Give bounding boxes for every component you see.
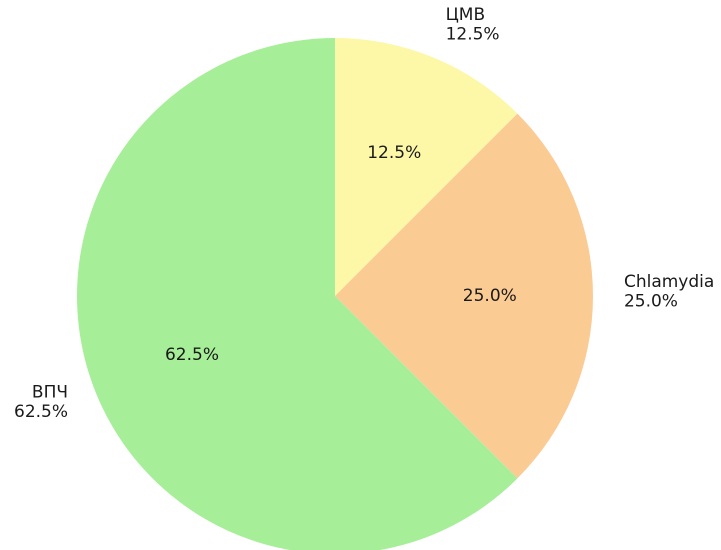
pie-percent-labels: 12.5% 25.0% 62.5%	[165, 143, 517, 365]
pie-percent-label-цмв: 12.5%	[367, 143, 421, 163]
pie-category-label-цмв: ЦМВ 12.5%	[446, 5, 500, 45]
pie-category-name-chlamydia: Chlamydia	[624, 272, 714, 292]
pie-slice-впч	[77, 38, 518, 550]
pie-category-labels: ЦМВ 12.5%Chlamydia 25.0%ВПЧ 62.5%	[14, 5, 714, 422]
pie-percent-label-впч: 62.5%	[165, 345, 219, 365]
pie-category-name-впч: ВПЧ	[32, 383, 68, 403]
pie-category-label-впч: ВПЧ 62.5%	[14, 383, 68, 423]
pie-percent-label-chlamydia: 25.0%	[463, 286, 517, 306]
pie-category-percent-chlamydia: 25.0%	[624, 292, 678, 312]
pie-slices	[77, 38, 593, 550]
pie-slice-цмв	[335, 38, 518, 296]
pie-category-label-chlamydia: Chlamydia 25.0%	[624, 272, 714, 312]
pie-category-percent-впч: 62.5%	[14, 402, 68, 422]
pie-slice-chlamydia	[335, 113, 593, 479]
pie-category-name-цмв: ЦМВ	[446, 5, 486, 25]
pie-category-percent-цмв: 12.5%	[446, 25, 500, 45]
